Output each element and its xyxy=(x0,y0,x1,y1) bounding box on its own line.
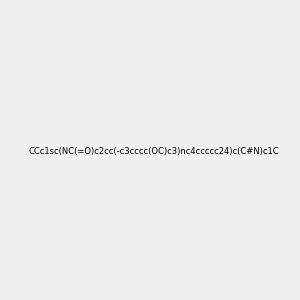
Text: CCc1sc(NC(=O)c2cc(-c3cccc(OC)c3)nc4ccccc24)c(C#N)c1C: CCc1sc(NC(=O)c2cc(-c3cccc(OC)c3)nc4ccccc… xyxy=(28,147,279,156)
